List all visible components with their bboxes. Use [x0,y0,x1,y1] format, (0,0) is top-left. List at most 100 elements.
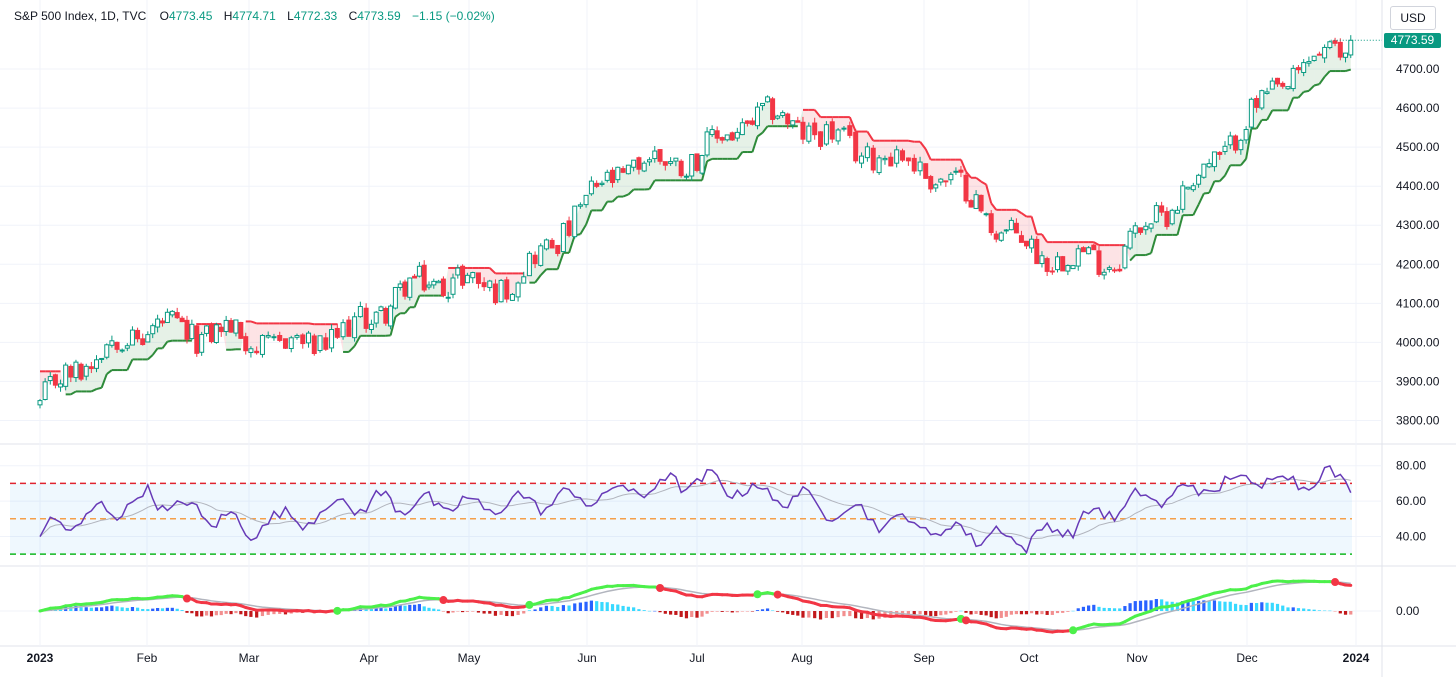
macd-histogram-bar [141,608,145,611]
candle-up [407,277,413,298]
trend-stop-down [1041,233,1048,243]
macd-histogram-bar [653,610,657,612]
trend-stop-down [1020,212,1028,218]
macd-histogram-bar [1118,608,1122,611]
macd-cross-dot [962,616,970,625]
trend-fill [1188,187,1194,216]
macd-histogram-bar [589,600,593,611]
candle-up [388,305,394,327]
macd-histogram-bar [730,611,734,613]
candle-up [150,325,156,335]
trend-fill [665,162,671,181]
candle-up [109,340,115,346]
macd-histogram-bar [765,608,770,611]
macd-histogram-bar [994,611,998,619]
candle-down [620,168,626,173]
trend-fill [940,159,946,182]
currency-button[interactable]: USD [1390,6,1436,30]
macd-histogram-bar [1050,611,1054,615]
candle-up [1143,225,1149,231]
candle-down [334,327,340,338]
macd-cross-dot [753,590,762,599]
macd-histogram-bar [1197,600,1201,611]
trend-stop-up [622,193,629,198]
candle-up [780,112,786,116]
trend-stop-up [540,268,548,276]
macd-histogram-bar [1029,611,1034,614]
macd-histogram-bar [209,611,214,617]
macd-histogram-bar [715,611,719,612]
rsi-tick-label: 40.00 [1396,529,1426,543]
candle-up [271,336,277,339]
macd-histogram-bar [125,607,129,611]
candle-down [963,174,969,202]
candle-up [1065,265,1071,272]
candle-down [968,200,974,208]
price-tick-label: 4700.00 [1396,62,1440,76]
trend-fill [757,104,763,137]
macd-histogram-bar [1202,600,1206,611]
time-tick-label: Jul [689,651,704,665]
candle-up [699,154,705,174]
candle-down [243,336,249,352]
macd-histogram-bar [1265,602,1269,611]
trend-stop-up [601,201,609,211]
macd-histogram-bar [200,611,204,617]
candle-down [594,182,600,187]
candle-up [835,129,841,142]
macd-histogram-bar [610,604,615,611]
trend-stop-up [611,195,619,203]
macd-histogram-bar [690,611,694,618]
candle-up [169,310,175,316]
macd-histogram-bar [1128,603,1132,611]
macd-histogram-bar [918,611,922,615]
macd-histogram-bar [374,607,378,611]
macd-histogram-bar [249,611,253,617]
candle-down [1254,98,1260,108]
macd-histogram-bar [1107,608,1111,611]
trend-stop-down [1030,216,1038,235]
macd-histogram-bar [384,608,388,611]
candle-down [1233,135,1239,151]
candle-up [189,323,195,340]
candle-up [1101,271,1107,276]
macd-tick-label: 0.00 [1396,604,1420,618]
macd-cross-dot [1331,578,1340,587]
trend-fill [1329,42,1336,72]
trend-fill [1140,227,1146,256]
candle-down [179,317,185,323]
macd-histogram-bar [398,604,402,611]
macd-histogram-bar [1244,605,1248,611]
candle-up [129,329,135,346]
macd-histogram-bar [379,607,383,611]
macd-histogram-bar [89,607,93,611]
trend-stop-down [813,109,822,118]
trend-stop-down [975,176,982,183]
candle-down [421,264,427,291]
candle-down [785,113,791,125]
candle-up [1290,67,1296,90]
macd-histogram-bar [595,601,599,611]
macd-histogram-bar [214,611,218,616]
macd-histogram-bar [272,611,276,615]
time-tick-label: 2023 [27,651,54,665]
trend-stop-up [756,131,764,138]
trend-stop-down [848,116,857,132]
candle-down [218,326,224,333]
macd-histogram-bar [621,605,625,611]
macd-histogram-bar [539,607,543,611]
candle-up [577,204,583,207]
macd-histogram-bar [924,611,928,615]
macd-histogram-bar [266,611,270,615]
macd-cross-dot [656,584,665,593]
price-tick-label: 4500.00 [1396,140,1440,154]
trend-fill [250,321,257,352]
candle-up [124,345,130,349]
candle-down [174,312,180,319]
candle-up [998,232,1004,241]
trend-stop-up [404,306,411,314]
trend-stop-up [1266,109,1274,121]
macd-histogram-bar [578,602,582,611]
macd-histogram-bar [527,610,532,611]
candle-down [870,147,876,171]
